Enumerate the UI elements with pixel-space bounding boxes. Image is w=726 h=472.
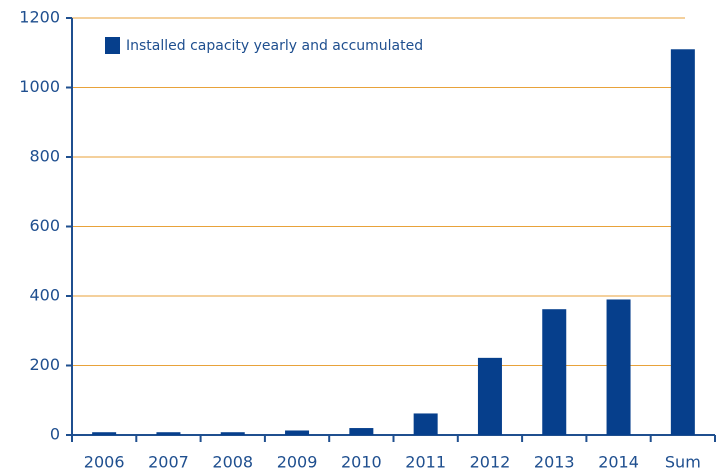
x-tick-label: 2007 [148, 453, 189, 472]
x-tick-label: 2006 [84, 453, 125, 472]
legend-swatch [105, 37, 120, 54]
y-tick-label: 800 [29, 147, 60, 166]
x-tick-label: 2012 [470, 453, 511, 472]
bar [542, 309, 567, 435]
bar [285, 430, 310, 435]
bar [156, 432, 181, 435]
bar [220, 432, 245, 435]
y-tick-label: 400 [29, 286, 60, 305]
bar [477, 357, 502, 435]
bar [349, 428, 374, 435]
bar [670, 49, 695, 436]
y-tick-label: 0 [50, 425, 60, 444]
legend-label: Installed capacity yearly and accumulate… [126, 38, 423, 54]
x-tick-label: Sum [665, 453, 701, 472]
y-tick-label: 1200 [19, 8, 60, 27]
bar [413, 413, 438, 435]
y-tick-label: 600 [29, 216, 60, 235]
bar [92, 432, 117, 435]
x-tick-label: 2010 [341, 453, 382, 472]
y-tick-label: 200 [29, 355, 60, 374]
y-tick-label: 1000 [19, 77, 60, 96]
x-tick-label: 2011 [405, 453, 446, 472]
x-tick-label: 2008 [212, 453, 253, 472]
x-tick-label: 2014 [598, 453, 639, 472]
bar [606, 299, 631, 435]
x-tick-label: 2009 [277, 453, 318, 472]
x-tick-label: 2013 [534, 453, 575, 472]
